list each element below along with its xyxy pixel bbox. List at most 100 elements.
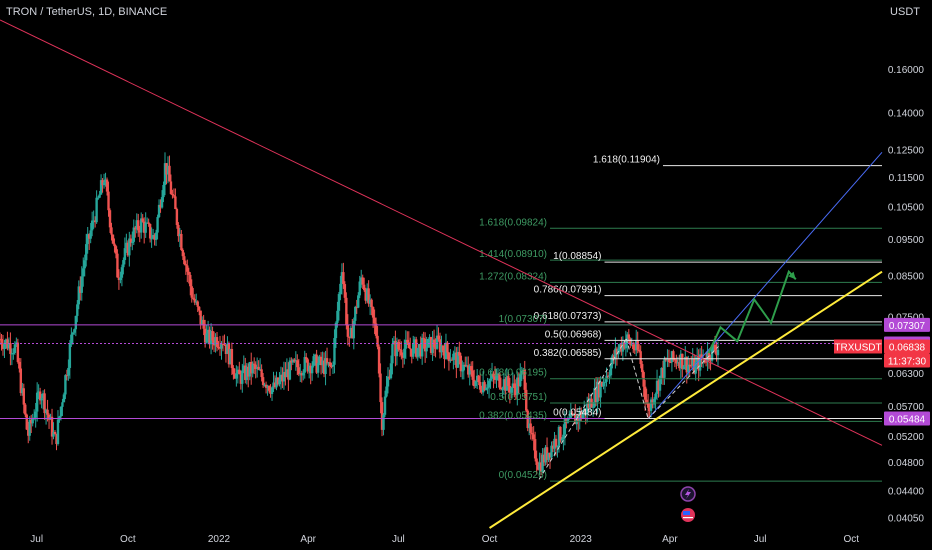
- candle-body: [638, 349, 641, 352]
- candle-body: [368, 299, 372, 304]
- support-trend-line[interactable]: [489, 270, 883, 529]
- candle-body: [365, 288, 369, 301]
- candle-body: [128, 238, 131, 256]
- candle-body: [464, 364, 467, 366]
- candle-body: [129, 238, 133, 244]
- candle-body: [104, 179, 107, 183]
- candle-body: [319, 356, 323, 366]
- price-tick-label: 0.04800: [888, 458, 925, 469]
- candle-body: [667, 358, 671, 363]
- candle-body: [73, 329, 76, 333]
- candle-body: [108, 210, 112, 228]
- lightning-glyph: [685, 489, 691, 499]
- candle-body: [456, 351, 460, 368]
- candle-body: [349, 327, 353, 338]
- candle-body: [635, 340, 638, 351]
- event-markers[interactable]: [680, 486, 696, 522]
- candle-body: [428, 337, 431, 340]
- candle-body: [93, 220, 97, 223]
- candle-body: [709, 359, 712, 361]
- candle-body: [462, 364, 465, 371]
- candle-body: [316, 362, 320, 373]
- candle-body: [533, 439, 537, 459]
- candle-body: [206, 329, 210, 334]
- channel-trend-line[interactable]: [647, 151, 883, 420]
- candle-body: [423, 338, 427, 352]
- candle-body: [122, 260, 125, 268]
- candle-body: [498, 373, 501, 388]
- candle-body: [508, 385, 512, 393]
- candle-body: [175, 209, 179, 226]
- candle-body: [704, 361, 708, 363]
- candle-body: [453, 352, 457, 354]
- candle-body: [86, 234, 89, 245]
- chart-title[interactable]: TRON / TetherUS, 1D, BINANCE: [6, 6, 168, 18]
- candle-body: [343, 284, 347, 298]
- candle-body: [82, 268, 85, 277]
- candle-body: [342, 272, 345, 285]
- candle-body: [59, 406, 63, 417]
- candle-body: [339, 283, 342, 295]
- candle-body: [374, 323, 378, 336]
- candle-body: [90, 220, 94, 231]
- candle-body: [43, 393, 46, 414]
- time-tick-label: Apr: [300, 534, 316, 545]
- candle-body: [221, 343, 225, 345]
- candle-body: [287, 369, 290, 380]
- candle-body: [247, 366, 250, 377]
- candle-body: [325, 358, 329, 364]
- candle-body: [627, 334, 630, 339]
- candle-body: [461, 370, 464, 372]
- candle-body: [404, 339, 408, 349]
- candle-body: [505, 376, 509, 391]
- candle-body: [559, 426, 562, 441]
- candle-body: [291, 359, 295, 363]
- candle-body: [214, 337, 217, 346]
- time-axis[interactable]: Jul Oct 2022 Apr Jul Oct 2023 Apr Jul Oct: [30, 534, 859, 545]
- candle-body: [352, 320, 355, 339]
- candle-body: [554, 438, 558, 448]
- candle-body: [403, 348, 406, 358]
- candle-body: [258, 369, 262, 371]
- candlestick-series: [0, 152, 720, 476]
- candle-body: [50, 416, 54, 437]
- candle-body: [557, 426, 561, 447]
- candle-body: [242, 365, 245, 371]
- candle-body: [203, 328, 207, 343]
- candle-body: [195, 301, 198, 303]
- candle-body: [377, 346, 381, 374]
- candle-body: [389, 363, 393, 379]
- fib-level-label: 1.618(0.11904): [593, 155, 660, 166]
- candle-body: [76, 304, 79, 316]
- projection-zigzag[interactable]: [707, 269, 797, 354]
- candle-body: [263, 384, 266, 386]
- projection-arrowhead: [788, 271, 796, 280]
- candle-body: [211, 330, 214, 341]
- candle-body: [548, 452, 552, 458]
- price-axis[interactable]: 0.16000 0.14000 0.12500 0.11500 0.10500 0.095…: [888, 65, 925, 524]
- candle-body: [68, 343, 72, 368]
- candle-body: [200, 319, 204, 325]
- candle-body: [27, 429, 30, 436]
- candle-body: [675, 359, 678, 364]
- candle-body: [113, 243, 116, 247]
- candle-body: [307, 365, 311, 372]
- candle-body: [486, 387, 489, 389]
- candle-body: [606, 375, 610, 377]
- candle-body: [380, 402, 384, 430]
- resistance-trend-line[interactable]: [0, 19, 883, 446]
- candle-body: [98, 194, 101, 198]
- time-tick-label: Oct: [120, 534, 136, 545]
- candle-body: [409, 348, 412, 350]
- candle-body: [648, 407, 651, 411]
- candle-body: [632, 344, 635, 349]
- price-badge: [884, 339, 930, 354]
- candle-body: [492, 373, 495, 377]
- candle-body: [261, 377, 265, 386]
- candle-body: [318, 356, 321, 363]
- candle-body: [645, 399, 648, 403]
- candle-body: [273, 382, 277, 388]
- fib-level-label: 1.618(0.09824): [479, 217, 547, 228]
- candle-body: [406, 339, 409, 343]
